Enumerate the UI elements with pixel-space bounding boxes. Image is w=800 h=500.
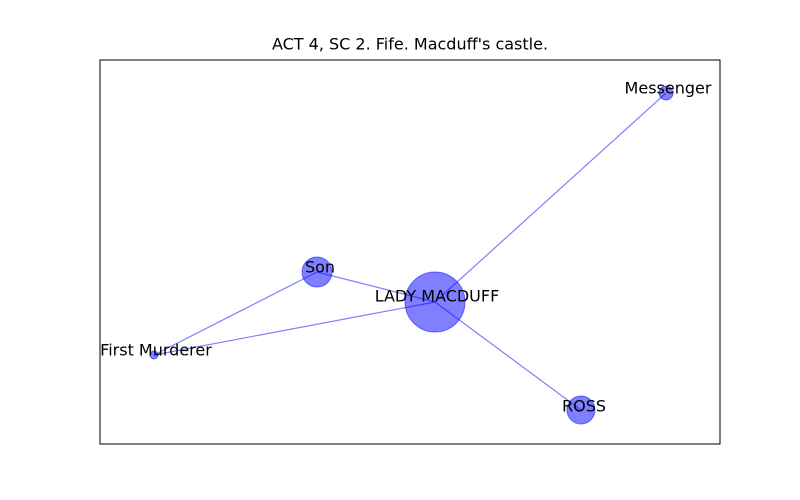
edge (153, 301, 436, 356)
node-label: First Murderer (100, 341, 212, 360)
edge (434, 92, 667, 303)
node-label: ROSS (562, 397, 606, 416)
node-labels: Messenger Son LADY MACDUFF First Murdere… (100, 79, 712, 416)
nodes (149, 85, 674, 425)
node-label: LADY MACDUFF (375, 287, 500, 306)
node-label: Son (305, 258, 335, 277)
node-label: Messenger (625, 79, 712, 98)
frame (99, 59, 721, 445)
node (404, 271, 466, 333)
node (658, 85, 674, 101)
node (149, 350, 159, 360)
edge (153, 271, 318, 356)
node (301, 256, 333, 288)
diagram-title: ACT 4, SC 2. Fife. Macduff's castle. (272, 35, 548, 54)
node (566, 395, 596, 425)
